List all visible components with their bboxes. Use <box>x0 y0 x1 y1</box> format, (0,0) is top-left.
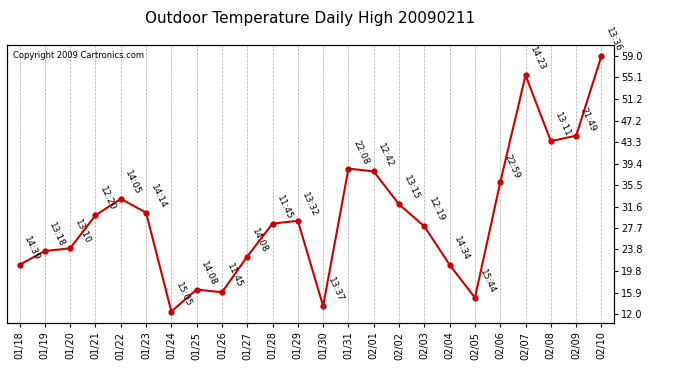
Text: 12:42: 12:42 <box>377 142 395 169</box>
Text: 14:39: 14:39 <box>22 235 41 262</box>
Text: 14:23: 14:23 <box>529 45 547 72</box>
Text: 14:34: 14:34 <box>453 235 471 262</box>
Text: 22:08: 22:08 <box>351 139 371 166</box>
Text: 13:18: 13:18 <box>48 221 67 248</box>
Text: Copyright 2009 Cartronics.com: Copyright 2009 Cartronics.com <box>13 51 144 60</box>
Text: 13:10: 13:10 <box>73 218 92 246</box>
Text: 11:45: 11:45 <box>225 262 244 290</box>
Text: 13:32: 13:32 <box>301 191 319 218</box>
Text: 13:36: 13:36 <box>604 26 623 53</box>
Text: 21:49: 21:49 <box>579 106 598 133</box>
Text: 15:05: 15:05 <box>174 282 193 309</box>
Text: 11:45: 11:45 <box>275 194 295 221</box>
Text: 14:08: 14:08 <box>199 260 219 287</box>
Text: 13:11: 13:11 <box>553 111 573 138</box>
Text: 14:14: 14:14 <box>149 183 168 210</box>
Text: 12:19: 12:19 <box>427 196 446 223</box>
Text: Outdoor Temperature Daily High 20090211: Outdoor Temperature Daily High 20090211 <box>146 11 475 26</box>
Text: 13:15: 13:15 <box>402 174 421 202</box>
Text: 15:44: 15:44 <box>477 268 497 295</box>
Text: 22:59: 22:59 <box>503 153 522 180</box>
Text: 13:37: 13:37 <box>326 276 345 303</box>
Text: 12:20: 12:20 <box>98 186 117 213</box>
Text: 14:05: 14:05 <box>124 169 143 196</box>
Text: 14:08: 14:08 <box>250 226 269 254</box>
